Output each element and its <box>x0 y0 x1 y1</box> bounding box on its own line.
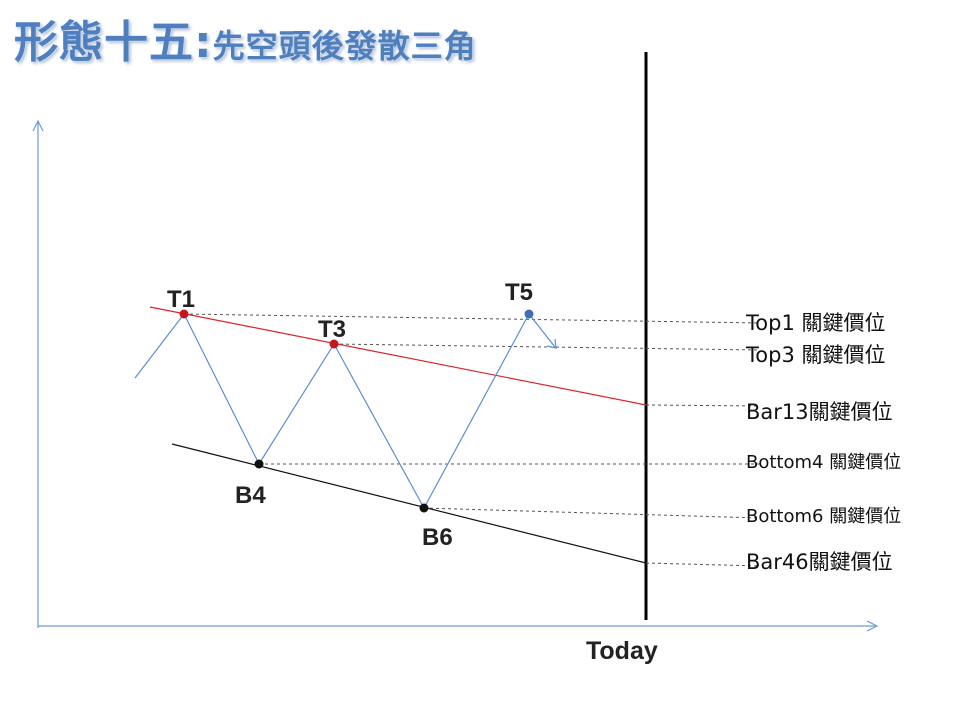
upper-trendline <box>149 306 647 406</box>
label-t5: T5 <box>505 279 533 306</box>
level-bar13: Bar13關鍵價位 <box>746 400 893 424</box>
label-b6: B6 <box>422 524 453 551</box>
price-path <box>134 312 556 510</box>
point-b4 <box>254 459 264 469</box>
today-label: Today <box>586 637 658 665</box>
point-b6 <box>419 503 429 513</box>
y-axis-arrow-icon <box>32 119 44 132</box>
label-t3: T3 <box>318 316 346 343</box>
lower-trendline <box>171 443 647 564</box>
label-t1: T1 <box>167 286 195 313</box>
price-arrow-icon <box>546 338 557 349</box>
title-main: 形態十五: <box>14 17 213 68</box>
level-labels: Top1 關鍵價位 Top3 關鍵價位 Bar13關鍵價位 Bottom4 關鍵… <box>745 311 901 574</box>
level-top3: Top3 關鍵價位 <box>745 343 885 367</box>
guide-bar46 <box>645 562 761 567</box>
point-t1 <box>179 309 189 319</box>
guide-top1 <box>183 313 761 324</box>
guide-bar13 <box>645 404 761 407</box>
level-bar46: Bar46關鍵價位 <box>746 550 893 574</box>
axes <box>32 119 879 632</box>
point-t5 <box>524 309 534 319</box>
level-bottom4: Bottom4 關鍵價位 <box>746 452 901 473</box>
guide-bottom6 <box>423 507 761 519</box>
page-title: 形態十五:先空頭後發散三角 <box>14 6 477 70</box>
guide-top3 <box>333 343 761 351</box>
title-sub: 先空頭後發散三角 <box>212 27 477 65</box>
level-top1: Top1 關鍵價位 <box>745 311 885 335</box>
level-bottom6: Bottom6 關鍵價位 <box>746 506 901 527</box>
guide-lines <box>183 313 761 567</box>
x-axis-arrow-icon <box>866 620 879 632</box>
point-t3 <box>329 339 339 349</box>
label-b4: B4 <box>235 482 266 509</box>
